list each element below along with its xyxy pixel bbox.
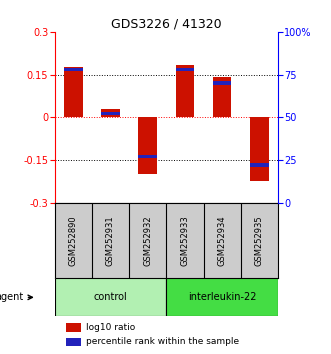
Bar <box>176 68 194 71</box>
Bar <box>55 278 166 316</box>
Text: control: control <box>94 292 127 302</box>
Bar <box>66 338 81 346</box>
Title: GDS3226 / 41320: GDS3226 / 41320 <box>111 18 222 31</box>
Bar <box>213 81 231 85</box>
Text: GSM252931: GSM252931 <box>106 215 115 266</box>
Text: GSM252935: GSM252935 <box>255 215 264 266</box>
Bar <box>250 163 269 167</box>
Text: GSM252933: GSM252933 <box>180 215 189 266</box>
Text: percentile rank within the sample: percentile rank within the sample <box>86 337 239 347</box>
Bar <box>64 67 82 117</box>
Bar <box>101 109 120 117</box>
Text: interleukin-22: interleukin-22 <box>188 292 257 302</box>
Bar <box>166 278 278 316</box>
Bar <box>138 117 157 174</box>
Bar <box>66 323 81 332</box>
Bar <box>138 155 157 158</box>
Bar <box>250 117 269 181</box>
Bar <box>213 78 231 117</box>
Text: agent: agent <box>0 292 24 302</box>
Bar <box>64 68 82 71</box>
Text: GSM252890: GSM252890 <box>69 215 78 266</box>
Bar <box>101 112 120 115</box>
Text: GSM252934: GSM252934 <box>218 215 227 266</box>
Text: GSM252932: GSM252932 <box>143 215 152 266</box>
Bar <box>176 64 194 117</box>
Text: log10 ratio: log10 ratio <box>86 323 135 332</box>
